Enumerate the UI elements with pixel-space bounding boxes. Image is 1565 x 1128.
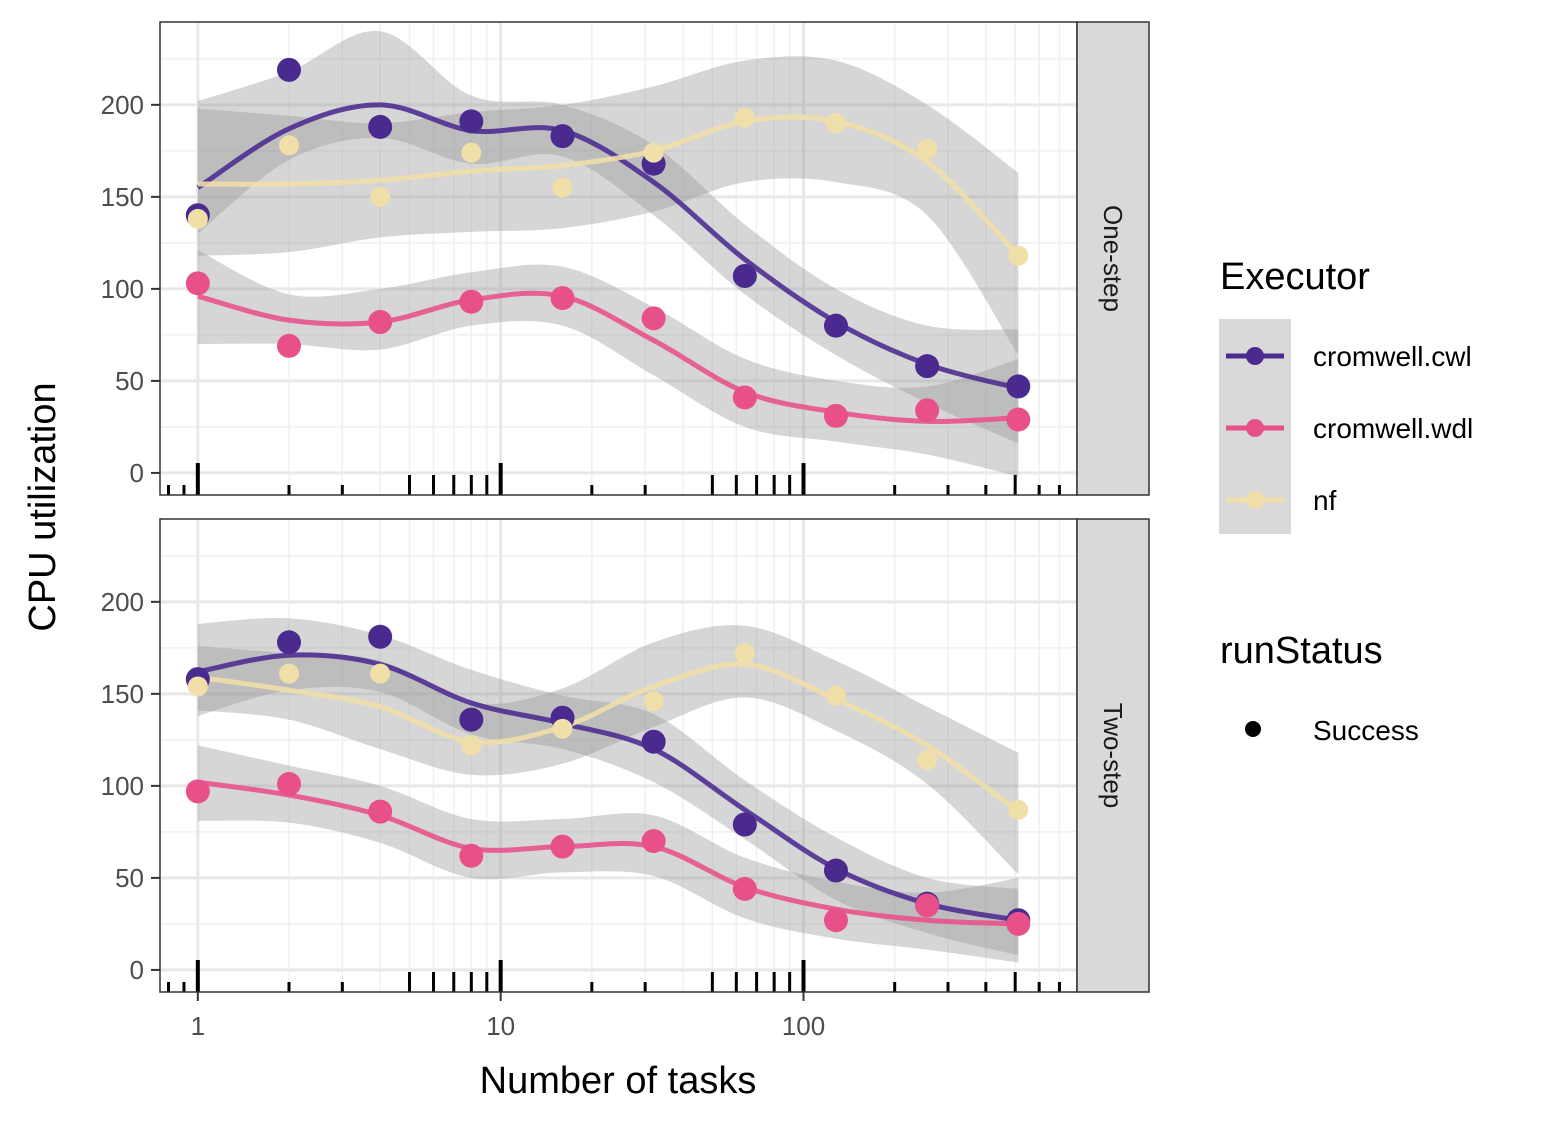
y-tick-label: 50: [115, 863, 144, 893]
data-point-cromwell.wdl: [823, 403, 848, 428]
data-point-cromwell.wdl: [185, 779, 210, 804]
data-point-nf: [278, 663, 299, 684]
data-point-cromwell.wdl: [915, 893, 940, 918]
legend-label-cromwell.cwl: cromwell.cwl: [1313, 341, 1472, 372]
data-point-cromwell.cwl: [1006, 374, 1031, 399]
panel-two-step: 0 50 100 150 200 Two-step 1 10 100: [101, 518, 1150, 1041]
facet-strip: [1076, 518, 1150, 993]
legend-success-symbol: [1245, 721, 1261, 737]
data-point-cromwell.wdl: [459, 289, 484, 314]
confidence-band-cromwell.wdl: [197, 250, 1019, 477]
legend: Executor cromwell.cwl cromwell.wdl nf runS…: [1219, 256, 1473, 746]
y-tick-label: 150: [101, 679, 144, 709]
data-point-cromwell.wdl: [732, 876, 757, 901]
panels: 0 50 100 150 200 One-step 0 50 100 150 200 Two-step…: [101, 21, 1150, 1041]
y-tick-label: 100: [101, 771, 144, 801]
y-tick-label: 200: [101, 90, 144, 120]
legend-title-executor: Executor: [1220, 256, 1370, 298]
data-point-cromwell.cwl: [732, 812, 757, 837]
confidence-band-cromwell.cwl: [197, 30, 1019, 444]
data-point-cromwell.cwl: [368, 114, 393, 139]
data-point-nf: [370, 663, 391, 684]
data-point-nf: [917, 138, 938, 159]
data-point-nf: [187, 208, 208, 229]
y-tick-label: 200: [101, 587, 144, 617]
data-point-cromwell.cwl: [459, 707, 484, 732]
y-tick-label: 100: [101, 274, 144, 304]
data-point-cromwell.wdl: [641, 829, 666, 854]
smooth-line-cromwell.cwl: [197, 652, 1019, 923]
data-point-nf: [734, 643, 755, 664]
x-tick-label: 100: [782, 1011, 825, 1041]
data-point-cromwell.wdl: [276, 333, 301, 358]
smooth-line-cromwell.wdl: [197, 779, 1019, 927]
legend-entries: cromwell.cwl cromwell.wdl nf: [1226, 341, 1473, 516]
data-point-cromwell.cwl: [459, 109, 484, 134]
data-point-cromwell.cwl: [915, 354, 940, 379]
confidence-band-cromwell.wdl: [197, 745, 1019, 963]
facet-strip-label: Two-step: [1098, 703, 1128, 809]
data-point-cromwell.cwl: [368, 624, 393, 649]
data-point-cromwell.cwl: [276, 630, 301, 655]
y-tick-label: 0: [130, 955, 144, 985]
legend-symbol-nf: [1246, 491, 1264, 509]
data-point-cromwell.cwl: [823, 313, 848, 338]
data-point-cromwell.wdl: [1006, 911, 1031, 936]
legend-title-runstatus: runStatus: [1220, 630, 1383, 672]
data-point-nf: [552, 718, 573, 739]
data-point-cromwell.wdl: [368, 799, 393, 824]
data-point-nf: [1008, 799, 1029, 820]
data-point-cromwell.cwl: [823, 858, 848, 883]
data-point-nf: [278, 135, 299, 156]
data-point-cromwell.wdl: [1006, 407, 1031, 432]
data-point-cromwell.wdl: [550, 834, 575, 859]
data-point-cromwell.wdl: [185, 271, 210, 296]
data-point-nf: [825, 113, 846, 134]
x-tick-label: 10: [486, 1011, 515, 1041]
smooth-line-nf: [197, 661, 1020, 814]
legend-label-cromwell.wdl: cromwell.wdl: [1313, 413, 1473, 444]
data-point-nf: [825, 685, 846, 706]
data-point-cromwell.wdl: [459, 843, 484, 868]
data-point-nf: [187, 676, 208, 697]
legend-symbol-cromwell.cwl: [1246, 347, 1264, 365]
data-point-nf: [1008, 245, 1029, 266]
data-point-nf: [643, 691, 664, 712]
data-point-nf: [552, 177, 573, 198]
y-tick-label: 0: [130, 458, 144, 488]
legend-symbol-cromwell.wdl: [1246, 419, 1264, 437]
data-point-cromwell.wdl: [368, 309, 393, 334]
data-point-nf: [734, 107, 755, 128]
y-tick-label: 150: [101, 182, 144, 212]
data-point-cromwell.wdl: [550, 286, 575, 311]
data-point-cromwell.wdl: [915, 398, 940, 423]
smooth-line-nf: [197, 114, 1021, 258]
x-axis-title: Number of tasks: [480, 1060, 757, 1102]
legend-label-success: Success: [1313, 715, 1419, 746]
legend-label-nf: nf: [1313, 485, 1337, 516]
panel-one-step: 0 50 100 150 200 One-step: [101, 21, 1150, 496]
data-point-cromwell.wdl: [823, 908, 848, 933]
y-tick-label: 50: [115, 366, 144, 396]
data-point-cromwell.cwl: [550, 124, 575, 149]
confidence-band-nf: [197, 56, 1019, 356]
x-tick-label: 1: [191, 1011, 205, 1041]
data-point-cromwell.wdl: [276, 772, 301, 797]
data-point-nf: [370, 186, 391, 207]
data-point-nf: [917, 750, 938, 771]
data-point-cromwell.cwl: [641, 729, 666, 754]
smooth-line-cromwell.wdl: [197, 290, 1019, 425]
data-point-nf: [461, 735, 482, 756]
data-point-nf: [461, 142, 482, 163]
data-point-cromwell.wdl: [732, 385, 757, 410]
facet-strip: [1076, 21, 1150, 496]
facet-strip-label: One-step: [1098, 205, 1128, 312]
data-point-nf: [643, 142, 664, 163]
y-axis-title: CPU utilization: [22, 382, 64, 631]
data-point-cromwell.cwl: [732, 263, 757, 288]
data-point-cromwell.wdl: [641, 306, 666, 331]
confidence-band-cromwell.cwl: [197, 618, 1019, 956]
data-point-cromwell.cwl: [276, 57, 301, 82]
